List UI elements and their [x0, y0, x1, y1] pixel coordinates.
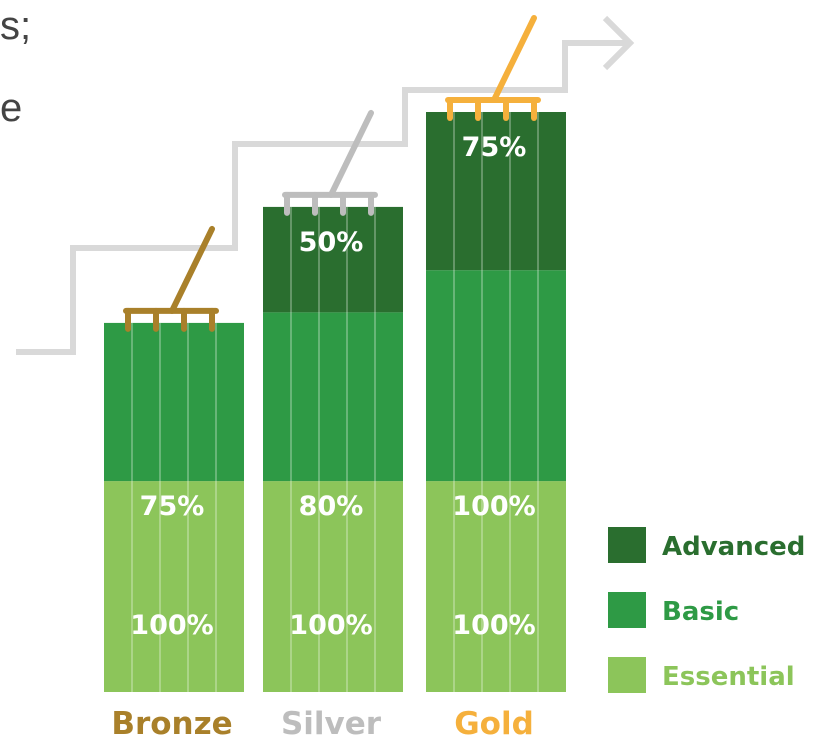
- bar-bronze: 100% 75% Bronze: [104, 225, 244, 740]
- bar-segment-gold-essential: [426, 481, 566, 692]
- legend-swatch-basic: [608, 592, 646, 628]
- bar-segment-bronze-basic: [104, 322, 244, 482]
- bar-segment-gold-basic: [426, 270, 566, 482]
- legend: Advanced Basic Essential: [608, 527, 805, 693]
- category-label-silver: Silver: [281, 706, 382, 740]
- text-fragment-top: s;: [0, 4, 32, 48]
- rake-icon-silver: [282, 109, 378, 216]
- data-label-silver-advanced: 50%: [299, 227, 364, 258]
- data-label-bronze-essential: 100%: [130, 610, 213, 641]
- data-label-gold-advanced: 75%: [462, 132, 527, 163]
- legend-label-basic: Basic: [662, 597, 739, 627]
- bar-segment-silver-advanced: [263, 206, 403, 313]
- legend-label-essential: Essential: [662, 662, 795, 692]
- bar-silver: 100% 80% 50% Silver: [263, 109, 403, 740]
- bar-segment-silver-essential: [263, 481, 403, 692]
- bar-gold: 100% 100% 75% Gold: [426, 15, 566, 740]
- category-label-gold: Gold: [454, 706, 534, 740]
- bar-segment-bronze-essential: [104, 481, 244, 692]
- rake-icon-bronze: [123, 225, 219, 332]
- data-label-bronze-basic: 75%: [140, 491, 205, 522]
- legend-swatch-essential: [608, 657, 646, 693]
- text-fragment-second: e: [0, 86, 23, 130]
- data-label-silver-essential: 100%: [289, 610, 372, 641]
- bar-segment-gold-advanced: [426, 112, 566, 271]
- category-label-bronze: Bronze: [111, 706, 232, 740]
- data-label-gold-basic: 100%: [452, 491, 535, 522]
- stairs-arrow-line: [16, 40, 630, 355]
- bar-segment-silver-basic: [263, 312, 403, 482]
- legend-label-advanced: Advanced: [662, 532, 805, 562]
- data-label-gold-essential: 100%: [452, 610, 535, 641]
- data-label-silver-basic: 80%: [299, 491, 364, 522]
- legend-swatch-advanced: [608, 527, 646, 563]
- stairs-arrow-head: [602, 15, 635, 71]
- rake-icon-gold: [445, 15, 541, 121]
